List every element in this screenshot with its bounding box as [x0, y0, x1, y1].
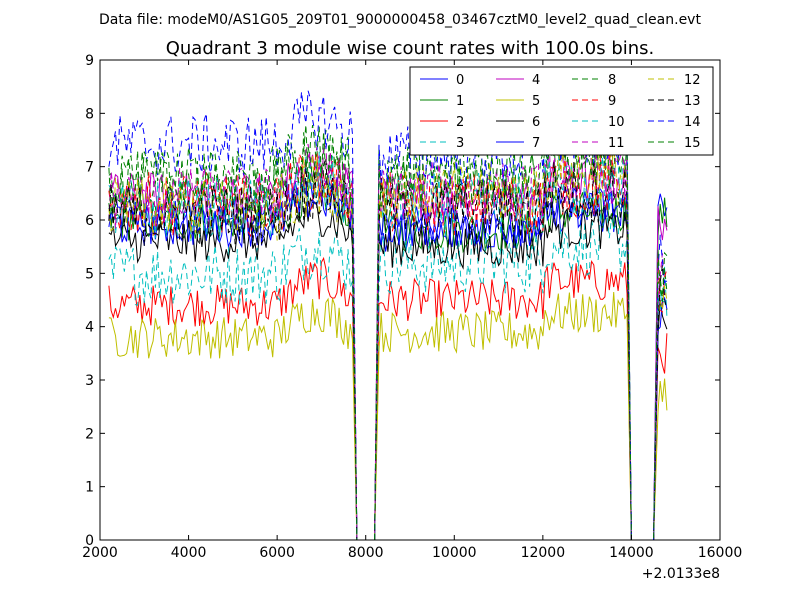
- legend-label-14: 14: [684, 115, 701, 130]
- legend-label-1: 1: [456, 94, 464, 109]
- series-line-13: [108, 157, 668, 541]
- series-line-2: [108, 256, 668, 541]
- x-tick-label: 4000: [171, 545, 207, 561]
- x-tick-label: 8000: [348, 545, 384, 561]
- chart-suptitle: Data file: modeM0/AS1G05_209T01_90000004…: [99, 12, 701, 28]
- legend-label-9: 9: [608, 94, 616, 109]
- x-tick-label: 2000: [82, 545, 118, 561]
- legend-label-15: 15: [684, 136, 701, 151]
- x-offset-label: +2.0133e8: [642, 566, 720, 582]
- x-tick-label: 14000: [609, 545, 654, 561]
- x-tick-label: 12000: [521, 545, 566, 561]
- y-tick-label: 9: [85, 53, 94, 69]
- legend-label-6: 6: [532, 115, 540, 130]
- x-tick-label: 16000: [698, 545, 743, 561]
- legend-box: [409, 66, 714, 156]
- x-tick-label: 6000: [259, 545, 295, 561]
- legend-label-8: 8: [608, 73, 616, 88]
- y-tick-label: 4: [85, 320, 94, 336]
- series-line-5: [108, 291, 668, 541]
- legend-label-2: 2: [456, 115, 464, 130]
- plot-frame: [99, 59, 721, 541]
- y-tick-label: 7: [85, 160, 94, 176]
- series-line-6: [108, 196, 668, 541]
- legend-label-7: 7: [532, 136, 540, 151]
- y-tick-label: 6: [85, 213, 94, 229]
- legend-label-4: 4: [532, 73, 540, 88]
- y-tick-label: 3: [85, 373, 94, 389]
- y-tick-label: 2: [85, 426, 94, 442]
- y-tick-label: 1: [85, 480, 94, 496]
- y-tick-label: 5: [85, 266, 94, 282]
- axes-layer: 2000 4000 6000 8000 10000 12000 14000 160000123…: [82, 53, 742, 561]
- legend-label-11: 11: [608, 136, 625, 151]
- legend-label-13: 13: [684, 94, 701, 109]
- chart-title: Quadrant 3 module wise count rates with …: [166, 38, 655, 59]
- series-line-12: [108, 144, 668, 541]
- series-line-15: [108, 126, 668, 541]
- legend-label-12: 12: [684, 73, 701, 88]
- x-tick-label: 10000: [432, 545, 477, 561]
- legend-label-0: 0: [456, 73, 464, 88]
- legend-label-5: 5: [532, 94, 540, 109]
- y-tick-label: 8: [85, 106, 94, 122]
- series-layer: [108, 90, 668, 541]
- y-tick-label: 0: [85, 533, 94, 549]
- legend-label-10: 10: [608, 115, 625, 130]
- legend-label-3: 3: [456, 136, 464, 151]
